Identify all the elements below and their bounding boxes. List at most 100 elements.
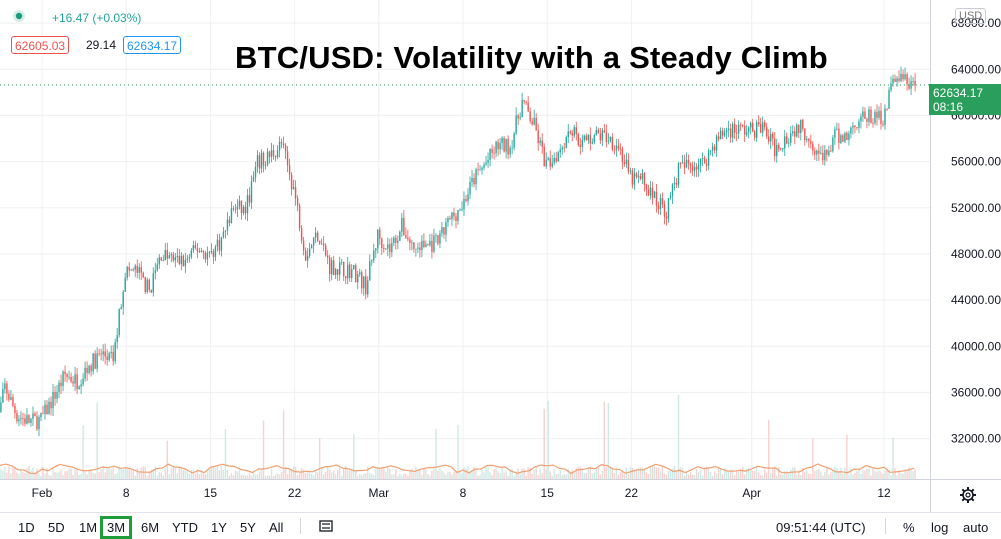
range-5d[interactable]: 5D xyxy=(48,520,65,535)
range-1m[interactable]: 1M xyxy=(79,520,98,535)
auto-toggle[interactable]: auto xyxy=(963,520,989,535)
clock-time[interactable]: 09:51:44 (UTC) xyxy=(776,520,866,535)
x-axis-labels: Feb 8 15 22 Mar 8 15 22 Apr 12 xyxy=(32,486,891,500)
y-tick-label: 48000.00 xyxy=(951,247,1001,261)
candle-body xyxy=(717,136,720,140)
volume-bar xyxy=(681,468,684,479)
candle xyxy=(461,201,463,212)
volume-bar xyxy=(357,475,359,479)
volume-bar xyxy=(641,467,644,479)
candle xyxy=(154,262,156,280)
candle-body xyxy=(328,257,331,275)
range-1y[interactable]: 1Y xyxy=(211,520,227,535)
candle-body xyxy=(242,206,245,213)
range-6m[interactable]: 6M xyxy=(141,520,160,535)
candle xyxy=(266,148,269,167)
candle xyxy=(218,233,221,255)
candle xyxy=(665,211,668,226)
candle-body xyxy=(465,199,467,201)
volume-bar xyxy=(647,473,650,479)
volume-bar xyxy=(535,466,537,479)
volume-bar xyxy=(561,475,563,479)
candle-body xyxy=(182,255,185,267)
candle-body xyxy=(824,149,826,161)
candle xyxy=(314,227,317,243)
volume-bar xyxy=(904,469,906,479)
candle-body xyxy=(238,200,241,207)
candle-body xyxy=(66,374,68,378)
candle xyxy=(439,230,441,249)
candle-body xyxy=(268,151,271,157)
volume-bar xyxy=(435,428,437,479)
range-ytd[interactable]: YTD xyxy=(172,520,198,535)
volume-bar xyxy=(884,470,886,479)
candle xyxy=(296,195,299,212)
candle-body xyxy=(625,159,628,164)
volume-bar xyxy=(593,472,596,479)
range-1d[interactable]: 1D xyxy=(18,520,35,535)
candle-body xyxy=(671,184,674,197)
candle-body xyxy=(383,248,385,250)
compare-icon[interactable] xyxy=(318,518,336,537)
volume-bar xyxy=(238,469,241,479)
candle xyxy=(262,151,265,173)
candle xyxy=(403,210,405,236)
volume-bar xyxy=(84,471,86,479)
gear-icon[interactable] xyxy=(958,485,978,510)
candlesticks[interactable] xyxy=(0,66,916,449)
volume-bar xyxy=(675,471,678,479)
candle-body xyxy=(256,155,259,167)
range-3m[interactable]: 3M xyxy=(100,516,133,539)
currency-badge[interactable]: USD xyxy=(955,8,987,24)
candle xyxy=(435,233,437,243)
candle xyxy=(505,138,507,159)
candle xyxy=(507,135,509,160)
range-5y[interactable]: 5Y xyxy=(240,520,256,535)
candle-body xyxy=(126,266,128,278)
volume-bar xyxy=(389,468,391,479)
candle-body xyxy=(314,232,317,238)
range-all[interactable]: All xyxy=(269,520,284,535)
candle xyxy=(10,390,12,401)
candle xyxy=(22,412,24,426)
volume-bar xyxy=(874,470,876,479)
volume-bar xyxy=(788,473,790,479)
candle xyxy=(912,76,914,86)
candle-body xyxy=(653,191,656,198)
candle xyxy=(152,267,154,297)
candle-body xyxy=(745,132,748,135)
candle xyxy=(116,327,118,349)
candle-body xyxy=(699,159,702,165)
volume-bar xyxy=(214,468,217,479)
candle-body xyxy=(537,130,539,144)
candle-body xyxy=(729,128,732,138)
volume-bar xyxy=(148,471,150,479)
candle-body xyxy=(130,269,132,271)
candle-body xyxy=(735,132,738,134)
candle xyxy=(238,195,241,210)
volume-bar xyxy=(108,468,110,479)
log-toggle[interactable]: log xyxy=(931,520,949,535)
volume-bar xyxy=(68,468,70,479)
ask-price[interactable]: 62634.17 xyxy=(123,36,182,54)
candle xyxy=(609,136,612,143)
candle-body xyxy=(567,131,569,138)
candle xyxy=(563,142,565,153)
candle xyxy=(399,230,401,242)
volume-bar xyxy=(90,470,92,479)
candle xyxy=(128,262,130,277)
candle-body xyxy=(140,267,142,273)
volume-bar xyxy=(814,470,816,479)
candle-body xyxy=(369,261,371,281)
bid-price[interactable]: 62605.03 xyxy=(11,36,70,54)
volume-bar xyxy=(401,475,403,479)
volume-bar xyxy=(635,469,638,479)
percent-toggle[interactable]: % xyxy=(903,520,915,535)
candle-body xyxy=(870,109,872,123)
candle xyxy=(88,364,90,375)
candle-body xyxy=(172,254,175,261)
candle xyxy=(184,252,187,274)
y-tick-label: 56000.00 xyxy=(951,155,1001,169)
candle xyxy=(475,167,477,191)
